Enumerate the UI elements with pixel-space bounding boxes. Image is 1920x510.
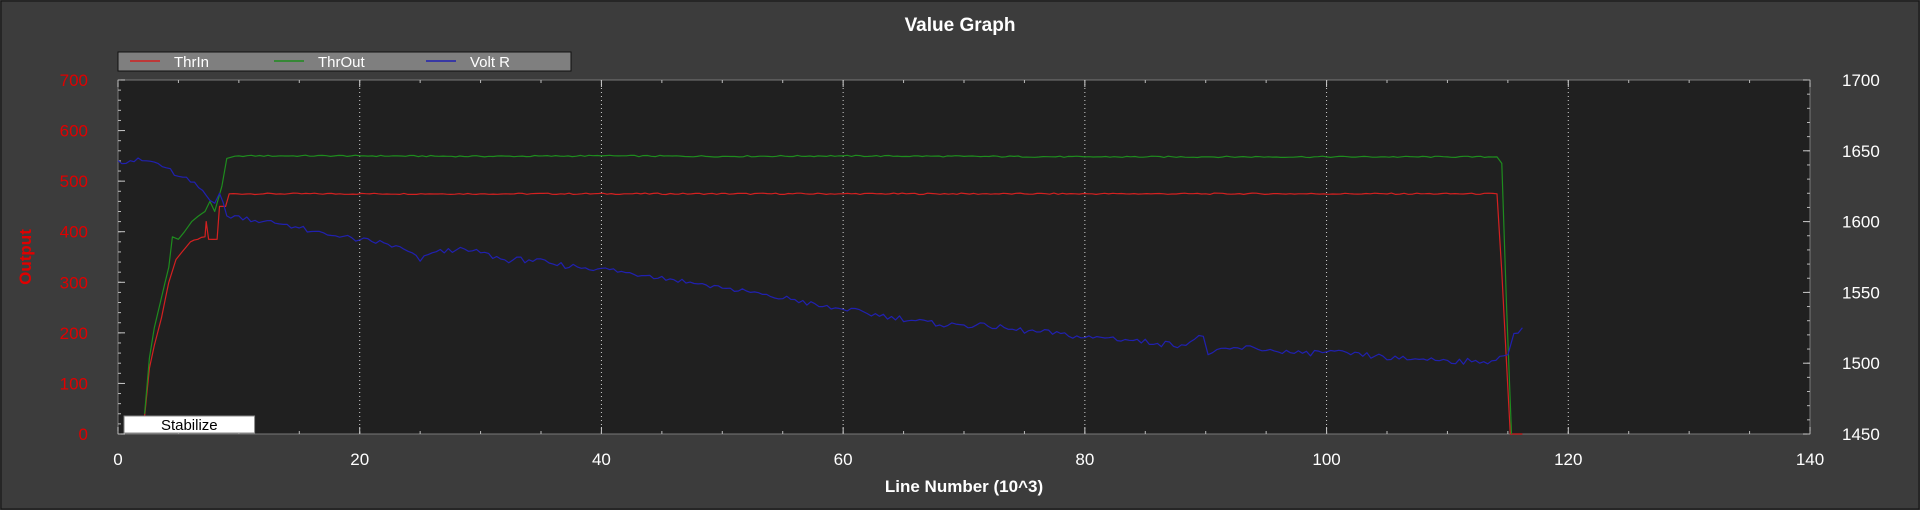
y2-tick-label: 1700 — [1842, 71, 1880, 90]
x-tick-label: 40 — [592, 450, 611, 469]
plot-area[interactable] — [117, 79, 1811, 435]
mode-band — [123, 415, 256, 434]
axis-ticks — [117, 79, 1811, 435]
x-tick-label: 20 — [350, 450, 369, 469]
y2-tick-label: 1500 — [1842, 354, 1880, 373]
grid-lines — [359, 80, 1569, 434]
legend-box — [117, 51, 572, 72]
y-tick-label: 700 — [60, 71, 88, 90]
series-line-thrin — [144, 192, 1523, 435]
legend-label: ThrOut — [318, 54, 366, 71]
legend-label: ThrIn — [174, 54, 209, 71]
y-tick-label: 400 — [60, 223, 88, 242]
series-line-throut — [144, 154, 1513, 435]
series-lines — [117, 154, 1523, 435]
y-tick-label: 300 — [60, 273, 88, 292]
x-tick-label: 0 — [113, 450, 122, 469]
chart-title: Value Graph — [905, 15, 1016, 36]
tick-labels: 0 20 40 60 80 100 120 140 0 100 200 300 400 500 600 700… — [60, 71, 1880, 469]
y2-tick-label: 1600 — [1842, 213, 1880, 232]
legend[interactable]: ThrIn ThrOut Volt R — [117, 51, 572, 72]
x-tick-label: 60 — [834, 450, 853, 469]
x-axis-title: Line Number (10^3) — [885, 477, 1043, 496]
y-axis-title: Output — [16, 229, 35, 285]
x-tick-label: 80 — [1075, 450, 1094, 469]
legend-label: Volt R — [470, 54, 510, 71]
mode-label: Stabilize — [161, 417, 218, 434]
x-tick-label: 120 — [1554, 450, 1582, 469]
flight-mode-annotations: Stabilize — [123, 415, 256, 434]
y-tick-label: 100 — [60, 374, 88, 393]
y-tick-label: 200 — [60, 324, 88, 343]
y-tick-label: 500 — [60, 172, 88, 191]
y-tick-label: 600 — [60, 122, 88, 141]
y2-tick-label: 1450 — [1842, 425, 1880, 444]
y2-tick-label: 1550 — [1842, 283, 1880, 302]
series-line-volt-r — [117, 157, 1523, 365]
x-tick-label: 100 — [1312, 450, 1340, 469]
x-tick-label: 140 — [1796, 450, 1824, 469]
y2-tick-label: 1650 — [1842, 142, 1880, 161]
y-tick-label: 0 — [79, 425, 88, 444]
